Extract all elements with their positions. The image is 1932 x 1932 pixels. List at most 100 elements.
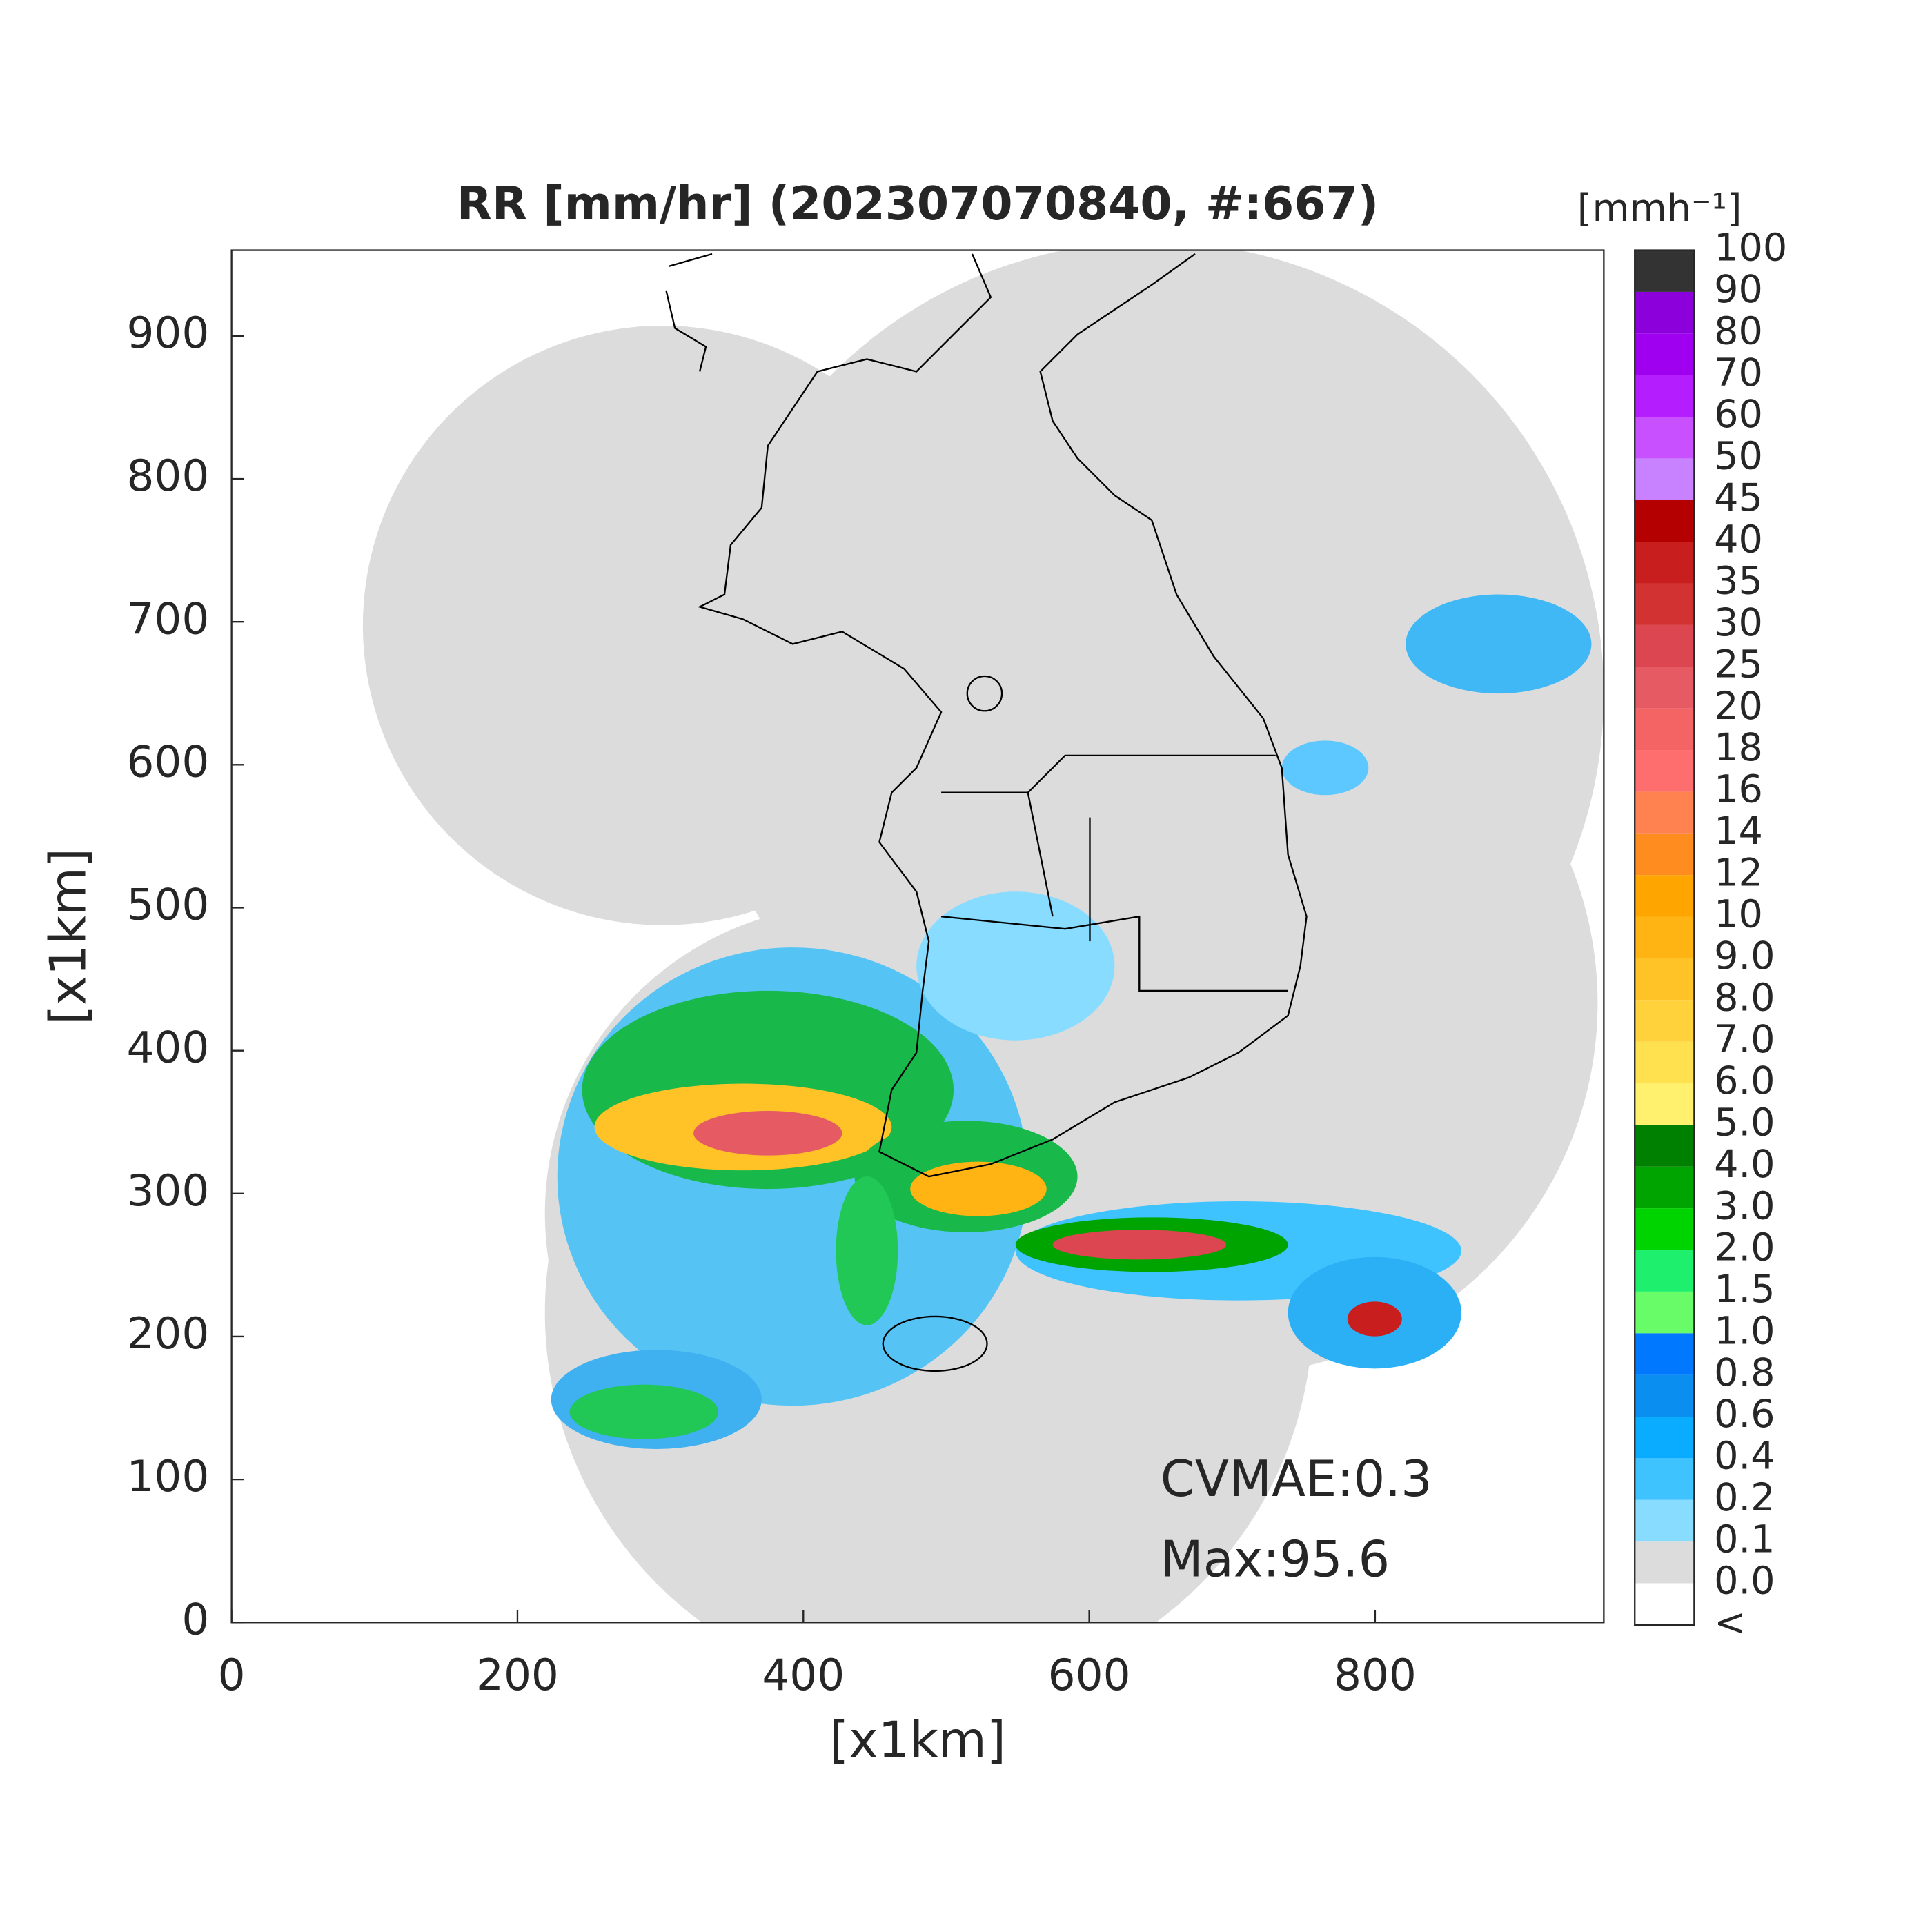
- colorbar-level: 1.0: [1714, 1308, 1775, 1353]
- rain-area: [1281, 740, 1369, 796]
- colorbar-level: 50: [1714, 434, 1763, 479]
- colorbar-level: 8.0: [1714, 975, 1775, 1020]
- rain-area: [836, 1176, 898, 1325]
- colorbar-level: 45: [1714, 475, 1763, 520]
- rain-area: [1052, 1230, 1226, 1260]
- annotation: Max:95.6: [1161, 1530, 1390, 1588]
- colorbar-box: [1635, 1333, 1695, 1375]
- colorbar-box: [1635, 375, 1695, 417]
- colorbar-box: [1635, 1208, 1695, 1250]
- colorbar-level: 3.0: [1714, 1183, 1775, 1228]
- colorbar-level: 80: [1714, 308, 1763, 353]
- radar-field: [362, 250, 1604, 1623]
- colorbar-box: [1635, 624, 1695, 667]
- colorbar-box: [1635, 542, 1695, 584]
- colorbar-box: [1635, 1541, 1695, 1584]
- colorbar-box: [1635, 791, 1695, 834]
- colorbar-level: 40: [1714, 517, 1763, 562]
- rain-area: [569, 1384, 719, 1439]
- colorbar-level: 7.0: [1714, 1017, 1775, 1062]
- colorbar-level: 100: [1714, 226, 1787, 270]
- colorbar-box: [1635, 916, 1695, 958]
- colorbar-box: [1635, 1125, 1695, 1167]
- colorbar-box: [1635, 1417, 1695, 1459]
- colorbar-level: 14: [1714, 809, 1763, 854]
- y-tick-label: 100: [126, 1451, 209, 1501]
- plot-frame: [230, 249, 1605, 1624]
- y-tick-label: 200: [126, 1308, 209, 1359]
- colorbar-box: [1635, 291, 1695, 334]
- colorbar-level: 4.0: [1714, 1142, 1775, 1187]
- y-axis-label: [x1km]: [39, 848, 97, 1025]
- colorbar-level: 10: [1714, 892, 1763, 937]
- y-tick-label: 500: [126, 880, 209, 930]
- colorbar-level: 5.0: [1714, 1101, 1775, 1145]
- colorbar-level: 0.4: [1714, 1434, 1775, 1479]
- y-tick-label: 900: [126, 308, 209, 358]
- y-tick-label: 600: [126, 736, 209, 787]
- colorbar-level: 9.0: [1714, 934, 1775, 978]
- x-tick-label: 600: [1048, 1650, 1131, 1700]
- north-border: [665, 253, 713, 372]
- colorbar-box: [1635, 583, 1695, 625]
- peninsula-outline: [697, 253, 1308, 1178]
- colorbar-level: 90: [1714, 267, 1763, 312]
- colorbar-level: 16: [1714, 767, 1763, 812]
- x-tick-label: 0: [218, 1650, 246, 1700]
- rain-area: [910, 1161, 1047, 1216]
- colorbar-label: [mmh⁻¹]: [1577, 186, 1742, 230]
- colorbar-box: [1635, 250, 1695, 292]
- x-tick-label: 200: [476, 1650, 559, 1700]
- colorbar-box: [1635, 1041, 1695, 1084]
- colorbar-level: 18: [1714, 725, 1763, 770]
- colorbar-level: 60: [1714, 392, 1763, 437]
- colorbar-level: 2.0: [1714, 1225, 1775, 1270]
- colorbar-box: [1635, 1374, 1695, 1417]
- rain-area: [916, 891, 1115, 1041]
- coastline: [665, 253, 1308, 1372]
- x-tick-label: 400: [762, 1650, 845, 1700]
- colorbar-level: 0.1: [1714, 1517, 1775, 1561]
- colorbar-level: 0.2: [1714, 1475, 1775, 1520]
- colorbar-level: 0.0: [1714, 1559, 1775, 1604]
- colorbar-level: 0.6: [1714, 1392, 1775, 1437]
- colorbar-level: 6.0: [1714, 1058, 1775, 1103]
- chart-title: RR [mm/hr] (202307070840, #:667): [457, 177, 1379, 230]
- colorbar-frame: [1634, 249, 1695, 1626]
- colorbar-level: 35: [1714, 559, 1763, 604]
- rain-area: [1347, 1301, 1402, 1337]
- colorbar-box: [1635, 1166, 1695, 1209]
- colorbar-level: 70: [1714, 351, 1763, 395]
- colorbar-level: 12: [1714, 850, 1763, 895]
- colorbar-box: [1635, 750, 1695, 792]
- region-boundary: [966, 675, 1003, 712]
- colorbar-box: [1635, 1583, 1695, 1625]
- colorbar-box: [1635, 1499, 1695, 1542]
- x-tick-label: 800: [1334, 1650, 1417, 1700]
- region-boundary: [940, 754, 1288, 992]
- colorbar-level: 0.8: [1714, 1350, 1775, 1395]
- colorbar-box: [1635, 1250, 1695, 1292]
- colorbar-box: [1635, 333, 1695, 375]
- colorbar-box: [1635, 1458, 1695, 1500]
- colorbar-box: [1635, 833, 1695, 876]
- colorbar-box: [1635, 1083, 1695, 1125]
- colorbar-level: 20: [1714, 684, 1763, 729]
- colorbar-box: [1635, 875, 1695, 917]
- y-tick-label: 300: [126, 1165, 209, 1216]
- colorbar-box: [1635, 417, 1695, 459]
- colorbar-level: 30: [1714, 600, 1763, 645]
- jeju-island: [882, 1315, 988, 1372]
- colorbar-level: 1.5: [1714, 1267, 1775, 1312]
- colorbar-box: [1635, 458, 1695, 500]
- colorbar-box: [1635, 1291, 1695, 1334]
- y-tick-label: 0: [181, 1594, 209, 1644]
- colorbar-box: [1635, 958, 1695, 1000]
- y-tick-label: 400: [126, 1023, 209, 1073]
- colorbar-box: [1635, 500, 1695, 542]
- colorbar-box: [1635, 1000, 1695, 1042]
- colorbar-level: 25: [1714, 642, 1763, 687]
- x-axis-label: [x1km]: [829, 1711, 1006, 1769]
